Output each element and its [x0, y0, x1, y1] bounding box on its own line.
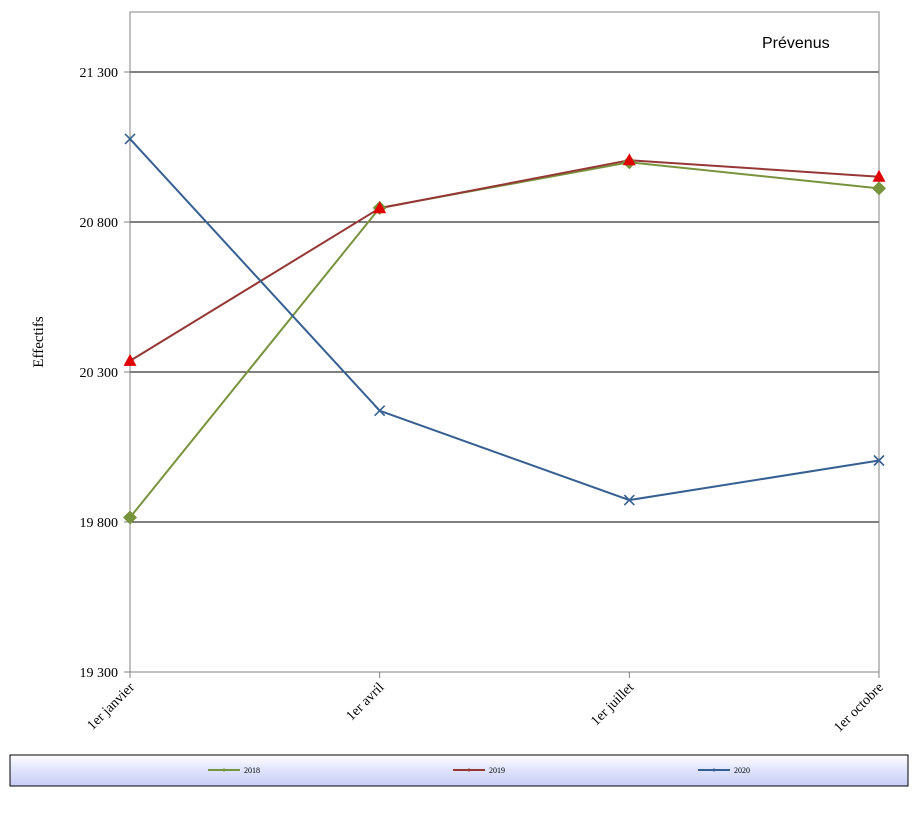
legend-marker-2019 [467, 768, 471, 772]
y-tick-label: 19 300 [80, 666, 119, 681]
legend-marker-2020 [712, 768, 716, 772]
legend-label-2020: 2020 [734, 766, 750, 775]
plot-area [129, 11, 880, 673]
x-tick-label: 1er juillet [588, 680, 637, 729]
data-point-2018 [872, 181, 886, 196]
y-axis-ticks: 19 300 19 800 20 300 20 800 21 300 [80, 66, 130, 681]
series-line-2018 [129, 161, 880, 519]
x-tick-label: 1er avril [344, 680, 388, 724]
y-tick-label: 20 300 [80, 366, 119, 381]
legend: 2018 2019 2020 [9, 754, 909, 787]
y-tick-label: 21 300 [80, 66, 119, 81]
x-axis-ticks: 1er janvier 1er avril 1er juillet 1er octob… [85, 672, 887, 736]
data-point-2020 [374, 405, 386, 417]
chart-annotation: Prévenus [762, 35, 830, 52]
series-markers [123, 133, 886, 525]
y-tick-label: 19 800 [80, 516, 119, 531]
data-point-2020 [873, 454, 885, 467]
y-tick-label: 20 800 [80, 216, 119, 231]
series-line-2019 [129, 159, 880, 362]
data-point-2019 [872, 169, 886, 182]
series-line-2020 [129, 138, 880, 502]
data-point-2018 [123, 510, 137, 525]
data-point-2019 [622, 153, 636, 166]
legend-marker-2018 [222, 768, 226, 772]
legend-label-2019: 2019 [489, 766, 505, 775]
data-point-2020 [124, 133, 136, 145]
grid-lines [130, 71, 879, 523]
x-tick-label: 1er octobre [831, 680, 886, 735]
legend-label-2018: 2018 [244, 766, 260, 775]
data-point-2019 [373, 201, 387, 214]
x-tick-label: 1er janvier [85, 680, 138, 733]
y-axis-title: Effectifs [31, 316, 47, 368]
data-point-2020 [623, 494, 635, 506]
data-point-2019 [123, 353, 137, 366]
series-lines [129, 138, 880, 519]
